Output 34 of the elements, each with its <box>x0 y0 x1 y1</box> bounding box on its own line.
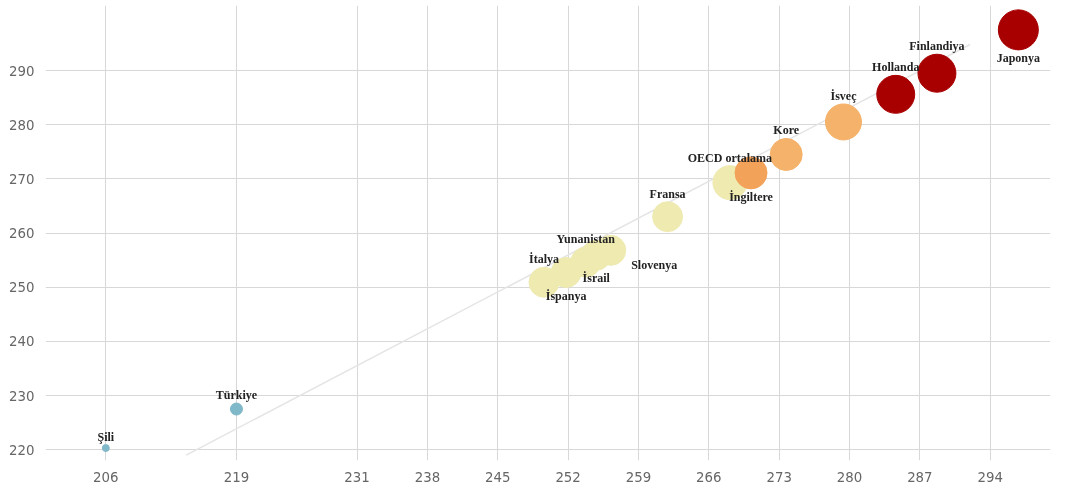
x-tick-label: 294 <box>977 469 1003 485</box>
y-tick-label: 240 <box>9 334 35 350</box>
annotation: Hollanda <box>872 60 920 75</box>
y-tick-label: 280 <box>9 117 35 133</box>
annotation: Yunanistan <box>556 232 616 247</box>
annotation: Japonya <box>996 50 1041 65</box>
x-tick-label: 273 <box>766 469 792 485</box>
annotation: İngiltere <box>729 189 774 204</box>
annotation: Slovenya <box>631 258 678 273</box>
x-tick-label: 287 <box>907 469 933 485</box>
annotation: Finlandiya <box>909 39 965 54</box>
x-tick-label: 280 <box>836 469 863 485</box>
y-tick-label: 230 <box>9 388 35 404</box>
y-tick-label: 260 <box>9 226 35 241</box>
annotation: İspanya <box>545 288 587 303</box>
annotation: Şili <box>97 429 115 444</box>
y-tick-label: 270 <box>9 171 35 187</box>
x-tick-label: 259 <box>625 469 652 485</box>
x-tick-label: 219 <box>223 469 250 485</box>
x-tick-label: 206 <box>93 469 119 485</box>
x-tick-label: 266 <box>696 469 722 485</box>
annotation: İsveç <box>830 88 858 103</box>
annotation: İsrail <box>582 271 611 286</box>
annotation: Fransa <box>649 186 686 201</box>
x-tick-label: 238 <box>414 469 441 485</box>
annotation: Türkiye <box>215 388 258 403</box>
x-tick-label: 231 <box>344 469 370 485</box>
y-tick-label: 250 <box>9 280 35 296</box>
x-tick-label: 252 <box>555 469 581 485</box>
y-tick-label: 290 <box>9 63 35 79</box>
annotation: Kore <box>773 123 800 138</box>
annotation: İtalya <box>528 252 559 267</box>
x-tick-label: 245 <box>485 469 511 485</box>
y-tick-label: 220 <box>9 442 35 458</box>
